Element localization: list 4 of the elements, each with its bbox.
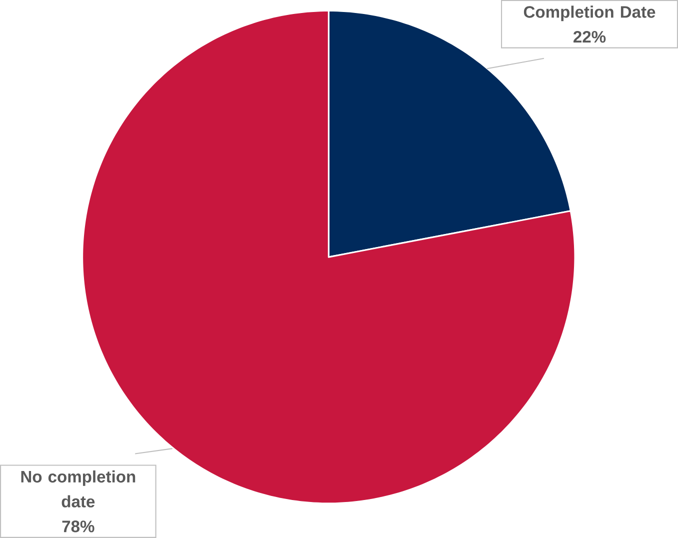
- data-label: 78%: [62, 520, 94, 532]
- slice-label: Completion Date: [524, 6, 656, 22]
- slice-label: No completion date: [21, 470, 136, 508]
- data-label: 22%: [573, 30, 606, 43]
